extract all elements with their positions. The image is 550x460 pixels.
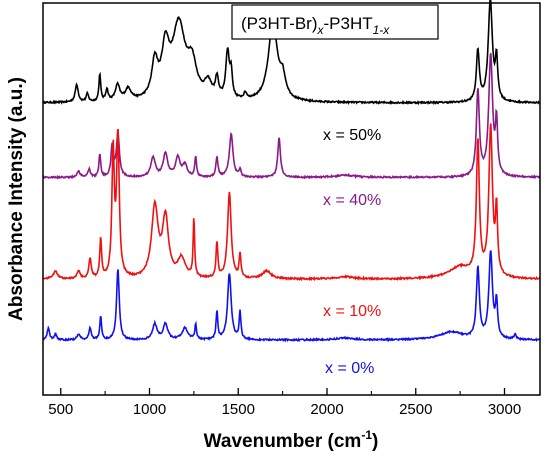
x-axis-title-main: Wavenumber (cm — [204, 431, 362, 452]
x-tick-label-4: 2500 — [399, 401, 432, 418]
series-line-3 — [42, 250, 541, 343]
x-tick-label-0: 500 — [48, 401, 73, 418]
x-tick-label-1: 1000 — [133, 401, 166, 418]
series-line-1 — [42, 53, 541, 180]
series-label-0: x = 50% — [323, 127, 381, 144]
x-tick-label-3: 2000 — [310, 401, 343, 418]
series-label-3: x = 0% — [325, 360, 374, 377]
legend-box-mid: -P3HT — [324, 14, 373, 33]
legend-box-frame — [231, 4, 439, 40]
series-label-1: x = 40% — [323, 192, 381, 209]
plot-frame — [42, 2, 541, 396]
x-axis: 500 1000 1500 2000 2500 3000 — [48, 388, 521, 418]
legend-box-prefix: (P3HT-Br) — [241, 14, 318, 33]
x-axis-title-sup: -1 — [361, 428, 372, 442]
series-label-2: x = 10% — [323, 303, 381, 320]
legend-box: (P3HT-Br)x-P3HT1-x — [231, 4, 439, 40]
y-axis-title: Absorbance Intensity (a.u.) — [6, 77, 27, 321]
x-tick-label-5: 3000 — [488, 401, 521, 418]
legend-box-text: (P3HT-Br)x-P3HT1-x — [241, 14, 390, 37]
x-axis-title: Wavenumber (cm-1) — [204, 428, 379, 452]
x-tick-label-2: 1500 — [222, 401, 255, 418]
legend-box-sub-x: x — [317, 23, 325, 37]
curves-layer: x = 50% x = 40% x = 10% x = 0% — [42, 0, 541, 377]
series-line-2 — [42, 123, 540, 282]
series-line-0 — [42, 0, 541, 106]
x-axis-title-close: ) — [372, 431, 378, 452]
legend-box-sub-1x: 1-x — [373, 23, 391, 37]
